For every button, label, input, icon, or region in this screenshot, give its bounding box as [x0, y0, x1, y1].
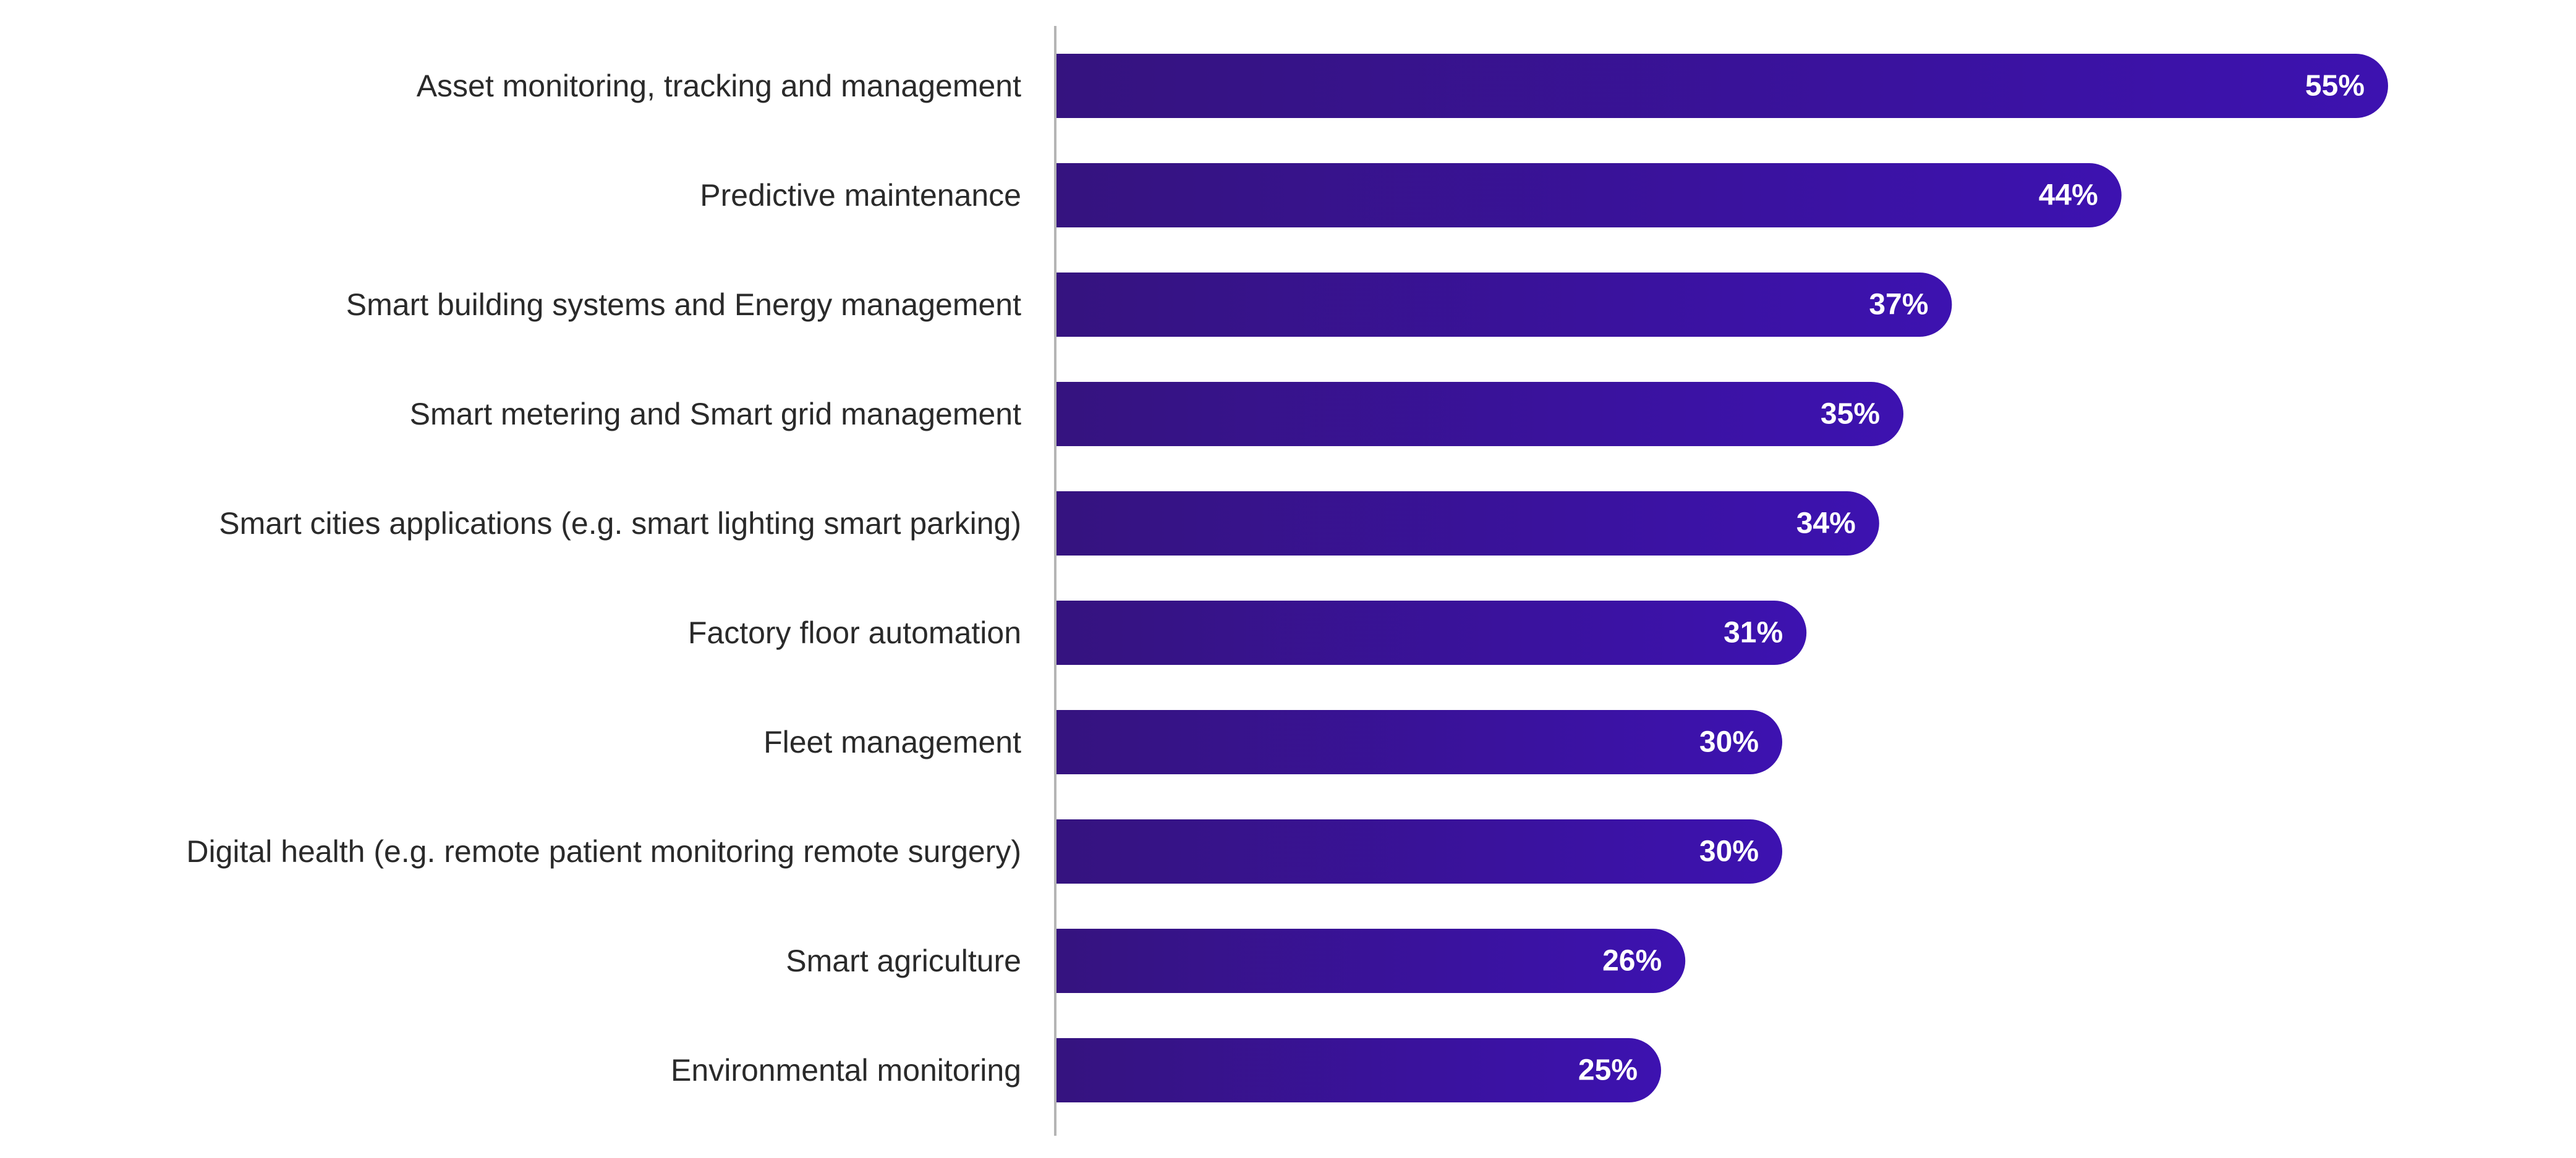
category-label: Fleet management — [763, 725, 1021, 759]
bar — [1055, 601, 1807, 665]
bar-value-label: 44% — [2039, 179, 2098, 212]
bar — [1055, 1038, 1661, 1102]
bar-value-label: 30% — [1699, 726, 1759, 759]
category-label: Digital health (e.g. remote patient moni… — [186, 834, 1021, 869]
category-label: Environmental monitoring — [671, 1053, 1021, 1088]
bar-value-label: 34% — [1796, 507, 1856, 540]
bar-value-label: 25% — [1578, 1054, 1638, 1087]
category-label: Smart building systems and Energy manage… — [346, 287, 1021, 322]
bar — [1055, 382, 1903, 446]
bar-value-label: 35% — [1821, 398, 1880, 431]
bar — [1055, 163, 2122, 227]
bar-value-label: 55% — [2305, 70, 2365, 103]
bar — [1055, 710, 1782, 774]
bar-value-label: 30% — [1699, 835, 1759, 868]
category-label: Smart cities applications (e.g. smart li… — [219, 506, 1021, 541]
category-label: Factory floor automation — [688, 615, 1021, 650]
bar-value-label: 37% — [1869, 289, 1928, 321]
bar-value-label: 31% — [1724, 617, 1783, 649]
category-label: Predictive maintenance — [700, 178, 1021, 213]
bar — [1055, 491, 1879, 556]
category-label: Smart metering and Smart grid management — [410, 397, 1021, 431]
bar-value-label: 26% — [1602, 945, 1662, 978]
category-labels-group: Asset monitoring, tracking and managemen… — [186, 69, 1021, 1088]
bar — [1055, 929, 1686, 993]
bar — [1055, 273, 1952, 337]
bar — [1055, 819, 1782, 884]
category-label: Asset monitoring, tracking and managemen… — [417, 69, 1021, 103]
category-label: Smart agriculture — [786, 944, 1021, 978]
bar — [1055, 54, 2388, 118]
bars-group: 55% 44% 37% 35% 34% 31% 30% 30% 26% 25% — [1055, 54, 2388, 1102]
